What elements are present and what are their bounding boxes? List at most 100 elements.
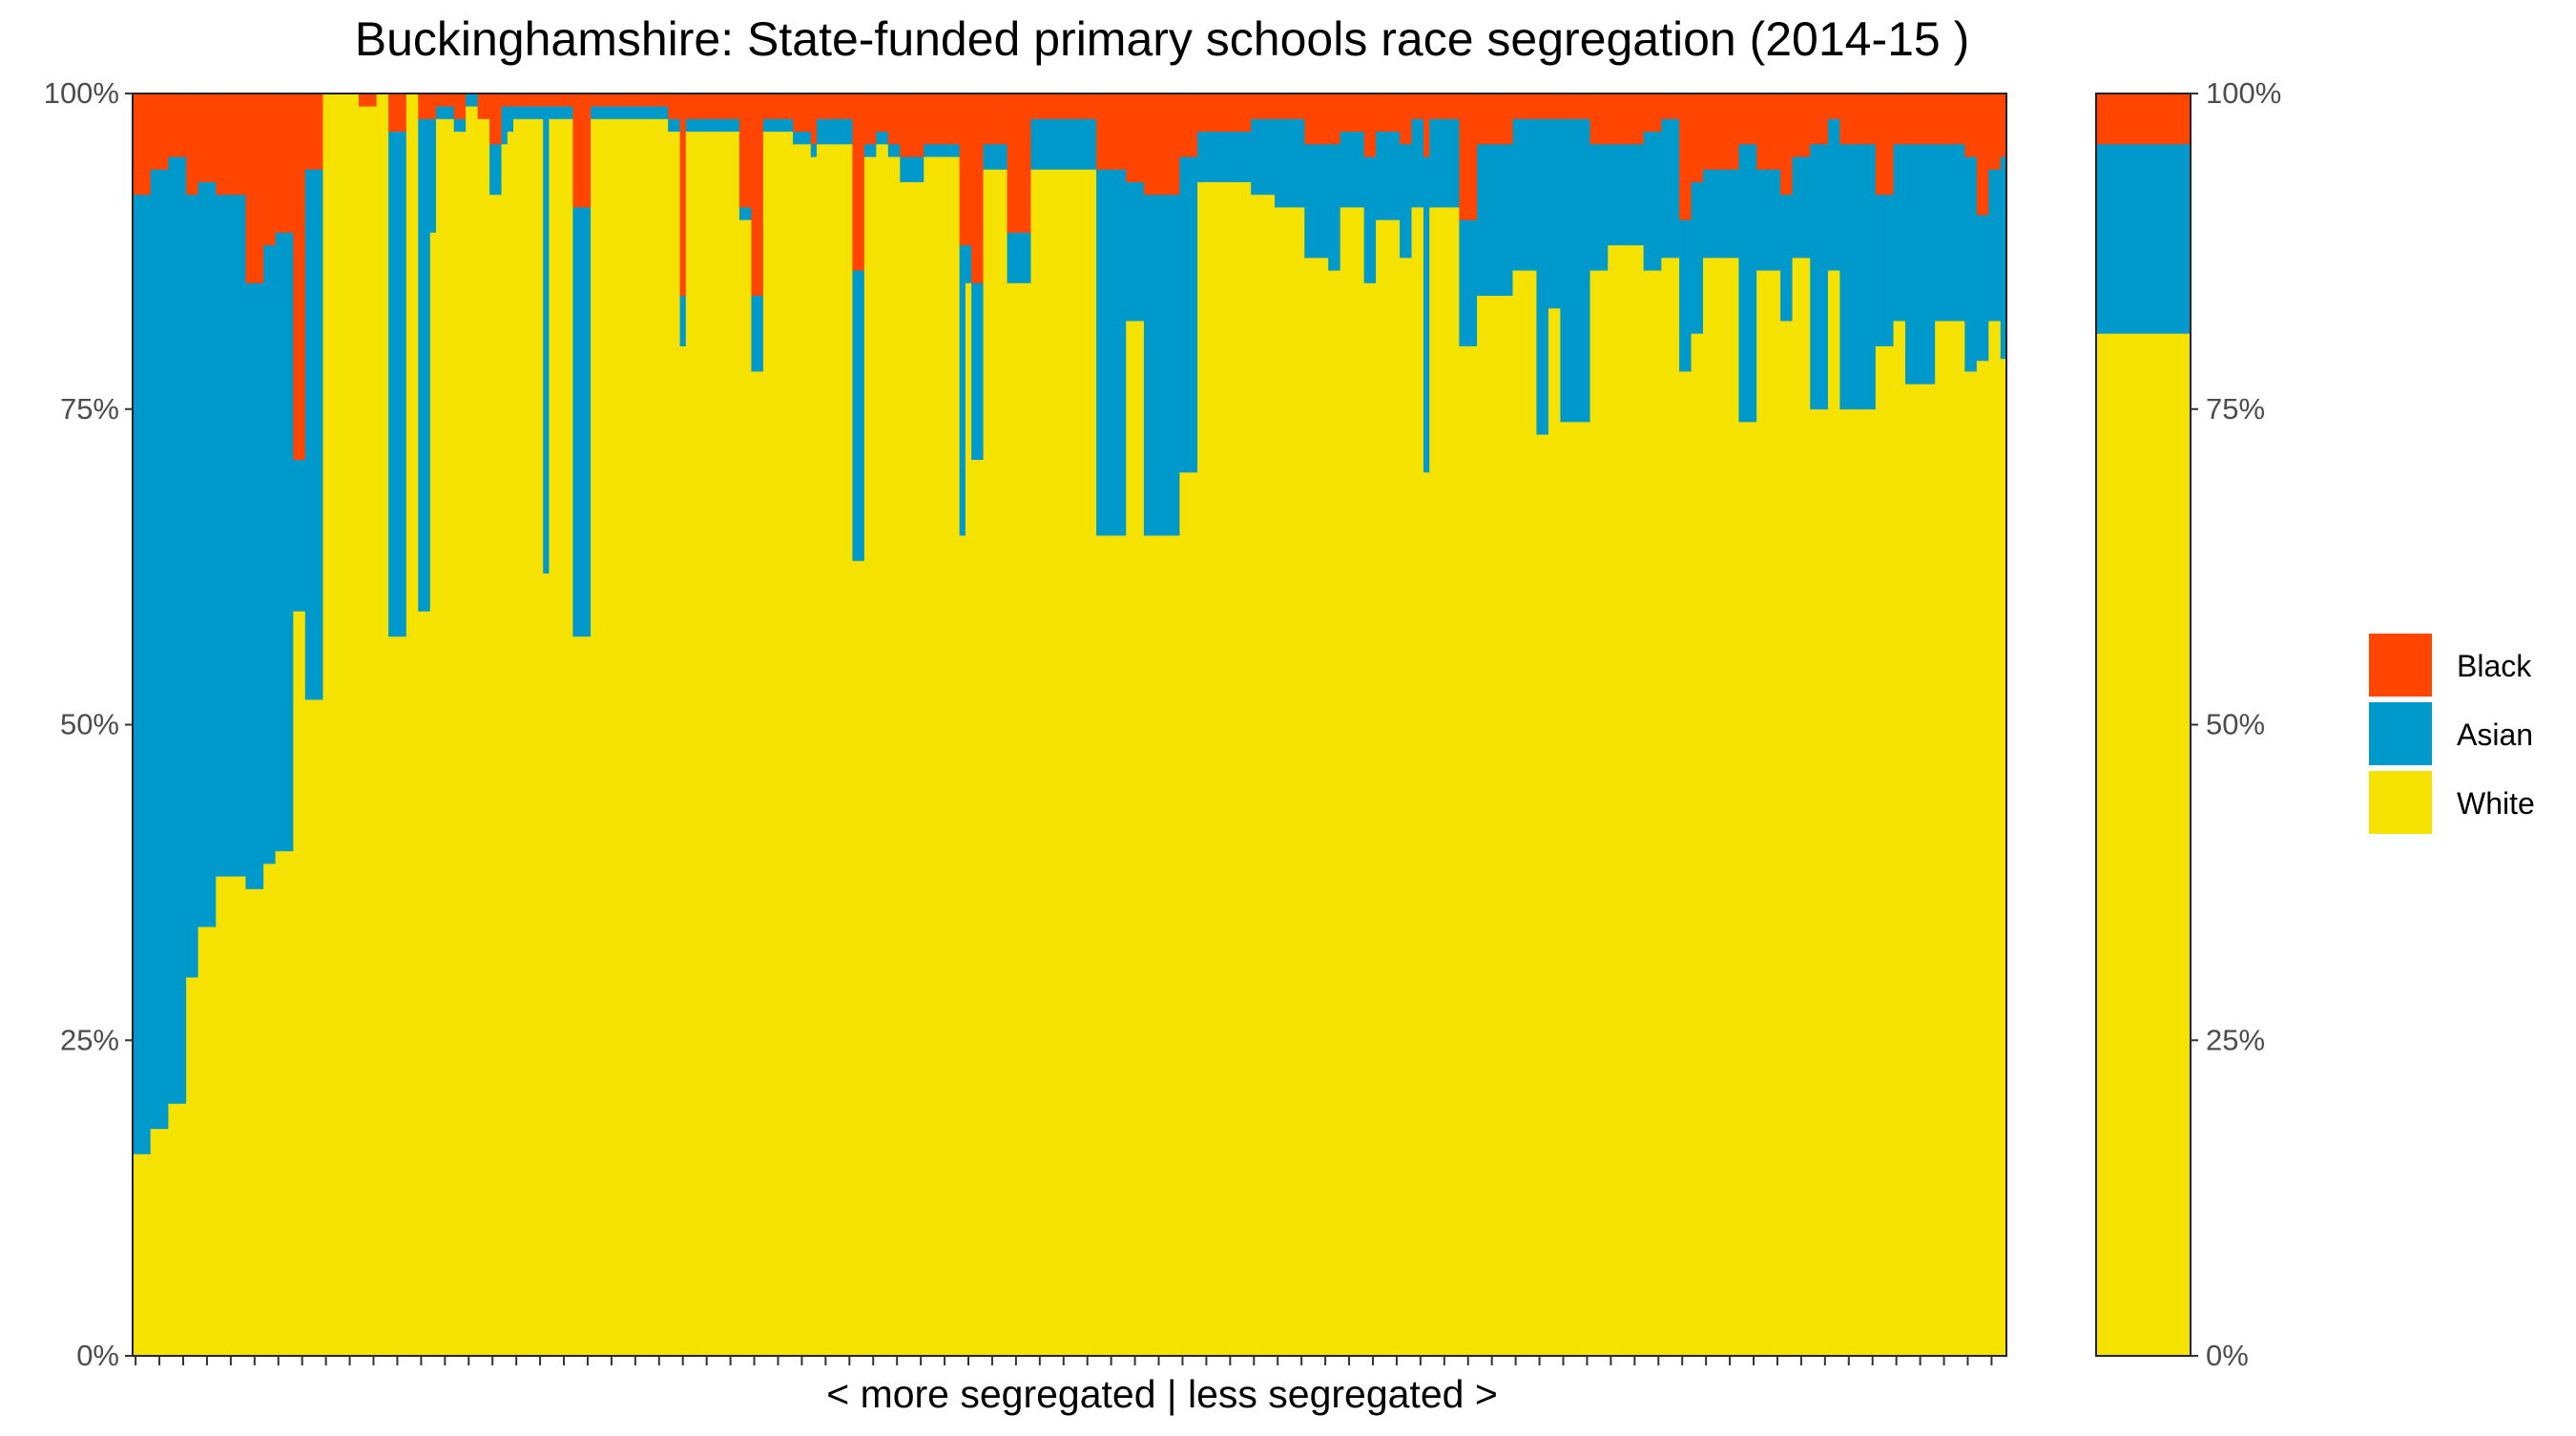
school-bar-black-segment — [602, 94, 610, 107]
school-bar-black-segment — [530, 94, 538, 107]
school-bar-black-segment — [650, 94, 657, 107]
school-bar-white-segment — [1292, 207, 1299, 1357]
school-bar-asian-segment — [1661, 118, 1668, 259]
school-bar-black-segment — [584, 94, 592, 208]
school-bar-black-segment — [156, 94, 163, 170]
school-bar-black-segment — [1001, 94, 1008, 145]
school-bar-asian-segment — [1036, 118, 1044, 170]
school-bars — [133, 94, 2007, 1357]
school-bar-black-segment — [1268, 94, 1276, 119]
school-bar-asian-segment — [1161, 194, 1169, 536]
school-bar-asian-segment — [1952, 143, 1960, 322]
school-bar-black-segment — [227, 94, 235, 196]
school-bar-white-segment — [780, 131, 788, 1357]
school-bar-asian-segment — [1078, 118, 1085, 170]
school-bar-white-segment — [947, 156, 954, 1357]
school-bar-white-segment — [817, 143, 823, 1357]
legend-label-white: White — [2457, 786, 2535, 821]
school-bar-asian-segment — [1084, 118, 1091, 170]
school-bar-black-segment — [1316, 94, 1323, 145]
school-bar-black-segment — [179, 94, 187, 157]
school-bar-white-segment — [1959, 321, 1965, 1357]
school-bar-white-segment — [863, 156, 871, 1357]
school-bar-black-segment — [1174, 94, 1180, 196]
school-bar-black-segment — [536, 94, 544, 107]
school-bar-asian-segment — [186, 194, 193, 978]
school-bar-white-segment — [1578, 421, 1585, 1357]
school-bar-white-segment — [2000, 358, 2007, 1357]
school-bar-white-segment — [192, 977, 198, 1357]
school-bar-asian-segment — [1584, 118, 1590, 423]
school-bar-black-segment — [1851, 94, 1859, 145]
school-bar-asian-segment — [1655, 131, 1662, 271]
school-bar-black-segment — [870, 94, 877, 145]
school-bar-white-segment — [233, 876, 240, 1357]
school-bar-white-segment — [1334, 270, 1341, 1357]
school-bar-asian-segment — [257, 282, 264, 889]
school-bar-black-segment — [1036, 94, 1044, 119]
school-bar-black-segment — [507, 94, 514, 107]
school-bar-white-segment — [674, 131, 680, 1357]
school-bar-black-segment — [1530, 94, 1537, 119]
school-bar-black-segment — [1988, 94, 1995, 170]
school-bar-asian-segment — [1185, 156, 1193, 473]
school-bar-black-segment — [1631, 94, 1638, 145]
school-bar-white-segment — [1185, 471, 1193, 1357]
overall-bar — [2096, 94, 2192, 1357]
school-bar-asian-segment — [822, 118, 829, 145]
school-bar-asian-segment — [1911, 143, 1918, 385]
school-bar-white-segment — [352, 94, 360, 1357]
school-bar-black-segment — [799, 94, 805, 133]
school-bar-white-segment — [1827, 270, 1835, 1357]
school-bar-white-segment — [1304, 257, 1311, 1357]
school-bar-white-segment — [762, 131, 770, 1357]
school-bar-asian-segment — [1096, 169, 1103, 536]
school-bar-black-segment — [1108, 94, 1115, 170]
school-bar-white-segment — [1036, 169, 1044, 1357]
school-bar-white-segment — [1244, 181, 1252, 1357]
school-bar-asian-segment — [751, 295, 758, 372]
school-bar-asian-segment — [983, 143, 990, 170]
school-bar-white-segment — [239, 876, 246, 1357]
school-bar-asian-segment — [780, 118, 788, 133]
school-bar-black-segment — [1887, 94, 1894, 196]
school-bar-black-segment — [1054, 94, 1061, 119]
school-bar-black-segment — [1321, 94, 1329, 145]
school-bar-black-segment — [1197, 94, 1204, 133]
school-bar-white-segment — [721, 131, 728, 1357]
school-bar-white-segment — [471, 106, 478, 1357]
school-bar-white-segment — [858, 560, 865, 1357]
left-y-axis: 0% 25% 50% 75% 100% — [44, 76, 133, 1372]
school-bar-asian-segment — [716, 118, 722, 133]
school-bar-black-segment — [1816, 94, 1823, 145]
school-bar-white-segment — [400, 635, 407, 1357]
school-bar-black-segment — [1970, 94, 1978, 157]
school-bar-black-segment — [1946, 94, 1954, 145]
school-bar-asian-segment — [1797, 156, 1805, 259]
school-bar-black-segment — [1506, 94, 1513, 145]
school-bar-black-segment — [1661, 94, 1668, 119]
school-bar-white-segment — [1423, 471, 1430, 1357]
school-bar-black-segment — [203, 94, 211, 182]
school-bar-white-segment — [1150, 535, 1156, 1357]
school-bar-asian-segment — [424, 118, 431, 612]
school-bar-black-segment — [197, 94, 205, 182]
school-bar-black-segment — [977, 94, 984, 283]
school-bar-asian-segment — [560, 106, 568, 119]
school-bar-white-segment — [251, 888, 259, 1357]
school-bar-asian-segment — [828, 118, 836, 145]
school-bar-asian-segment — [1881, 194, 1888, 346]
school-bar-white-segment — [1113, 535, 1121, 1357]
school-bar-asian-segment — [620, 106, 627, 119]
school-bar-asian-segment — [1405, 143, 1412, 259]
school-bar-asian-segment — [1976, 215, 1984, 362]
school-bar-asian-segment — [1804, 156, 1811, 259]
school-bar-black-segment — [1839, 94, 1846, 145]
school-bar-white-segment — [405, 94, 413, 1357]
school-bar-asian-segment — [1352, 131, 1359, 208]
school-bar-asian-segment — [1602, 143, 1609, 271]
school-bar-black-segment — [1328, 94, 1335, 145]
school-bar-black-segment — [1637, 94, 1645, 145]
school-bar-white-segment — [1935, 321, 1942, 1357]
school-bar-asian-segment — [1786, 194, 1793, 322]
